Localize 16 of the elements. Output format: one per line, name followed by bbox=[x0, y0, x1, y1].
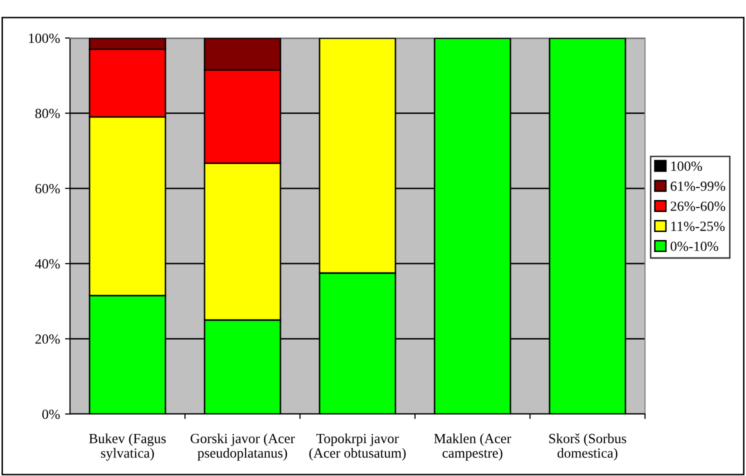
legend-label: 26%-60% bbox=[670, 202, 726, 211]
x-tick-label: Topokrpi javor (Acer obtusatum) bbox=[309, 433, 406, 461]
legend-label: 0%-10% bbox=[670, 242, 718, 252]
x-tick-label: Gorski javor (Acer pseudoplatanus) bbox=[190, 433, 295, 461]
x-tick-label: Skorš (Sorbus domestica) bbox=[549, 433, 626, 461]
y-tick-label: 60% bbox=[35, 184, 60, 194]
y-tick-label: 100% bbox=[29, 34, 60, 43]
legend-label: 100% bbox=[671, 161, 702, 171]
legend-label: 61%-99% bbox=[670, 182, 726, 191]
y-tick-label: 0% bbox=[42, 410, 60, 419]
x-tick-label: Bukev (Fagus sylvatica) bbox=[89, 433, 166, 461]
y-tick-label: 40% bbox=[35, 259, 60, 269]
y-tick-label: 80% bbox=[35, 108, 60, 118]
x-tick-label: Maklen (Acer campestre) bbox=[434, 433, 512, 461]
legend-label: 11%-25% bbox=[671, 222, 725, 232]
y-tick-label: 20% bbox=[35, 334, 60, 344]
